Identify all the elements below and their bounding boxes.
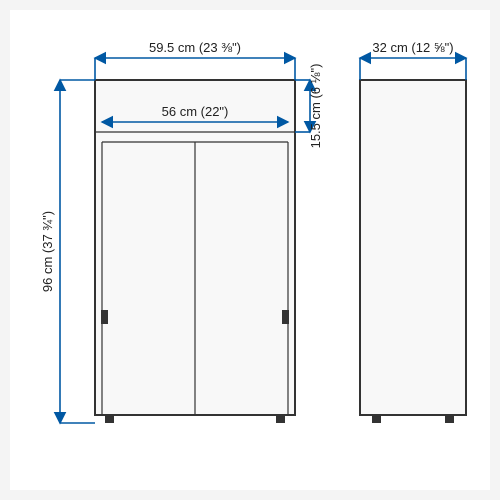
dim-depth: 32 cm (12 ⅝") xyxy=(372,40,453,55)
diagram-stage: 59.5 cm (23 ⅜") 56 cm (22") 15.5 cm (6 ⅛")… xyxy=(10,10,490,490)
dim-height: 96 cm (37 ¾") xyxy=(40,211,55,292)
dim-width-outer: 59.5 cm (23 ⅜") xyxy=(149,40,241,55)
dimension-diagram: 59.5 cm (23 ⅜") 56 cm (22") 15.5 cm (6 ⅛")… xyxy=(10,10,490,490)
dim-shelf-height: 15.5 cm (6 ⅛") xyxy=(308,64,323,149)
dim-width-inner: 56 cm (22") xyxy=(162,104,229,119)
